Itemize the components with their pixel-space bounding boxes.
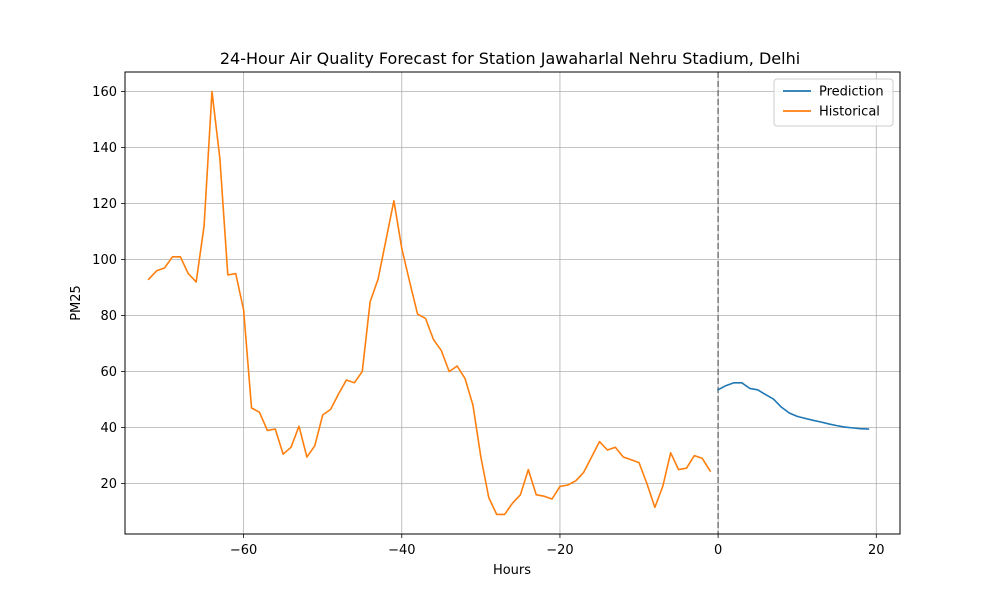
legend-label: Prediction <box>819 85 884 100</box>
series-line-historical <box>147 90 712 516</box>
y-tick-label: 120 <box>92 197 117 212</box>
x-tick-label: −40 <box>388 543 415 558</box>
series-layer <box>147 90 870 516</box>
chart-title: 24-Hour Air Quality Forecast for Station… <box>220 49 800 68</box>
y-tick-label: 80 <box>100 309 117 324</box>
y-axis-label: PM25 <box>69 285 84 321</box>
x-tick-label: 0 <box>714 543 722 558</box>
x-axis-label: Hours <box>493 563 531 578</box>
y-tick-label: 60 <box>100 365 117 380</box>
x-tick-label: −60 <box>230 543 257 558</box>
legend-label: Historical <box>819 105 880 120</box>
y-tick-label: 40 <box>100 421 117 436</box>
grid-layer <box>125 72 900 534</box>
series-line-prediction <box>717 381 870 430</box>
x-axis-ticks: −60 −40 −20 0 20 <box>230 534 885 558</box>
legend: Prediction Historical <box>773 78 894 127</box>
y-tick-label: 100 <box>92 253 117 268</box>
plot-frame <box>124 71 901 535</box>
x-tick-label: 20 <box>868 543 885 558</box>
y-axis-ticks: 20 40 60 80 100 120 140 160 <box>92 85 125 492</box>
y-tick-label: 140 <box>92 141 117 156</box>
y-tick-label: 20 <box>100 477 117 492</box>
x-tick-label: −20 <box>546 543 573 558</box>
y-tick-label: 160 <box>92 85 117 100</box>
